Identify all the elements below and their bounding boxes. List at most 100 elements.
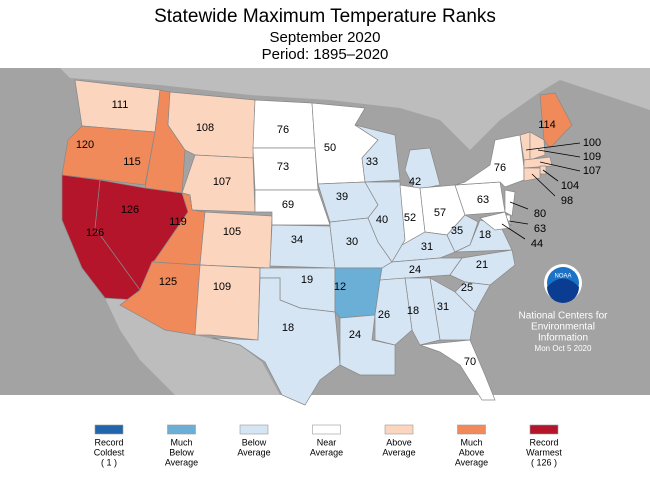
state <box>523 156 553 169</box>
state-rank: 107 <box>583 165 601 177</box>
legend-label: Record <box>529 437 558 447</box>
state-rank: 98 <box>561 195 573 207</box>
state-rank: 50 <box>324 142 336 154</box>
legend-swatch <box>312 424 341 435</box>
state-rank: 107 <box>213 176 231 188</box>
legend-label: Much <box>460 437 482 447</box>
state-rank: 30 <box>346 236 358 248</box>
svg-text:NOAA: NOAA <box>554 274 571 280</box>
legend-label: Above <box>459 447 485 457</box>
title: Statewide Maximum Temperature Ranks <box>154 6 496 27</box>
legend-swatch <box>94 424 124 435</box>
leader-line <box>537 149 581 158</box>
legend-swatch <box>167 424 196 435</box>
state-rank: 114 <box>538 119 556 131</box>
state-rank: 35 <box>451 225 463 237</box>
leader-line <box>509 201 529 210</box>
state-rank: 70 <box>464 356 476 368</box>
state-rank: 26 <box>378 309 390 321</box>
state-rank: 19 <box>301 274 313 286</box>
legend-label: ( 126 ) <box>531 457 557 467</box>
noaa-logo: NOAA <box>544 264 582 303</box>
state-rank: 44 <box>531 238 543 250</box>
state-rank: 24 <box>409 264 421 276</box>
legend-label: Warmest <box>526 447 562 457</box>
leader-line <box>531 173 556 197</box>
legend-label: Below <box>169 447 194 457</box>
state-rank: 76 <box>277 124 289 136</box>
state <box>419 339 496 401</box>
state-rank: 125 <box>159 276 177 288</box>
state <box>479 211 511 231</box>
legend-label: Average <box>237 447 270 457</box>
state-rank: 31 <box>437 301 449 313</box>
state-labels: 111 120 115 108 107 126 126 119 105 125 109 76 73 69 3… <box>76 99 601 368</box>
states <box>61 79 573 406</box>
state <box>339 314 396 376</box>
state-rank: 73 <box>277 161 289 173</box>
state-rank: 18 <box>479 229 491 241</box>
legend-label: Average <box>382 447 415 457</box>
state-rank: 109 <box>213 281 231 293</box>
state <box>539 92 573 149</box>
state-rank: 104 <box>561 180 579 192</box>
state <box>269 224 336 269</box>
legend-label: Average <box>455 457 488 467</box>
leader-line <box>508 220 529 225</box>
state-rank: 21 <box>476 259 488 271</box>
state-rank: 33 <box>366 156 378 168</box>
legend-swatch <box>457 424 486 435</box>
state <box>374 277 413 346</box>
state-rank: 63 <box>534 223 546 235</box>
state-rank: 126 <box>86 227 104 239</box>
legend-swatch <box>384 424 414 435</box>
canada <box>0 68 650 150</box>
legend-label: Average <box>310 447 343 457</box>
state <box>334 267 383 319</box>
legend-swatch <box>239 424 269 435</box>
leader-line <box>525 142 581 151</box>
legend-label: Above <box>386 437 412 447</box>
state-rank: 105 <box>223 226 241 238</box>
state-rank: 18 <box>407 305 419 317</box>
state-rank: 25 <box>461 282 473 294</box>
state <box>446 214 479 253</box>
state-rank: 108 <box>196 122 214 134</box>
state-rank: 34 <box>291 234 303 246</box>
state-rank: 39 <box>336 191 348 203</box>
legend-label: Coldest <box>94 447 125 457</box>
state-rank: 76 <box>494 162 506 174</box>
credit-date: Mon Oct 5 2020 <box>535 344 592 353</box>
legend-label: Much <box>170 437 192 447</box>
legend-label: Record <box>94 437 123 447</box>
credit: National Centers forEnvironmentalInforma… <box>519 311 609 353</box>
state-rank: 109 <box>583 151 601 163</box>
leader-line <box>501 223 526 240</box>
legend-label: Average <box>165 457 198 467</box>
leader-line <box>542 169 559 182</box>
state-rank: 69 <box>282 199 294 211</box>
state-rank: 80 <box>534 208 546 220</box>
state <box>529 131 546 161</box>
state-rank: 111 <box>112 99 129 111</box>
credit-line: Information <box>538 333 588 344</box>
state <box>211 277 341 406</box>
state-rank: 115 <box>123 156 141 168</box>
credit-line: National Centers for <box>519 311 609 322</box>
state-rank: 18 <box>282 322 294 334</box>
legend-label: Near <box>317 437 337 447</box>
state-rank: 24 <box>349 329 361 341</box>
period: Period: 1895–2020 <box>262 46 389 63</box>
state <box>194 264 261 341</box>
state-rank: 31 <box>421 241 433 253</box>
state-rank: 42 <box>409 176 421 188</box>
legend-label: ( 1 ) <box>101 457 117 467</box>
state <box>504 189 516 217</box>
credit-line: Environmental <box>531 322 595 333</box>
state-rank: 40 <box>376 214 388 226</box>
leader-line <box>539 161 581 172</box>
state-rank: 12 <box>334 281 346 293</box>
legend-label: Below <box>242 437 267 447</box>
